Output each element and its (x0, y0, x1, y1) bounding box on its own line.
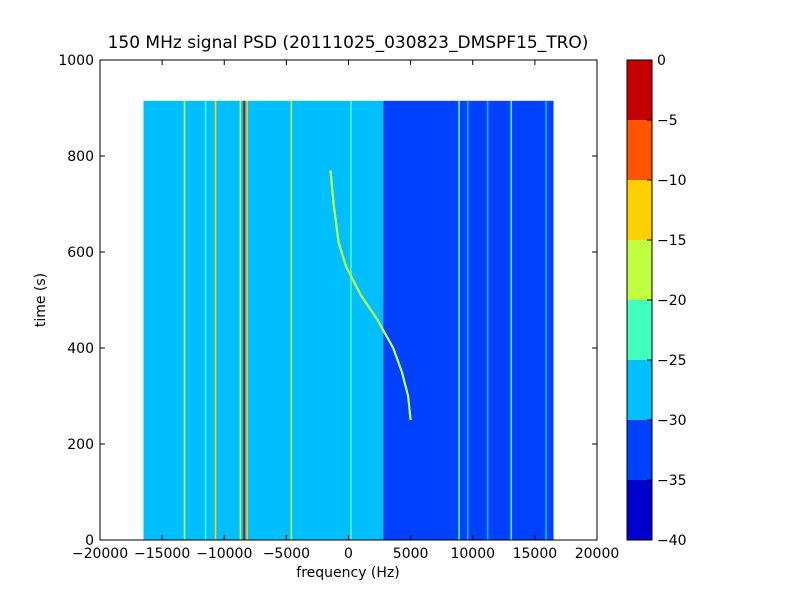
x-axis: −20000 −15000 −10000 −5000 0 5000 10000 15000 20… (72, 60, 619, 562)
colorbar: −40 −35 −30 −25 −20 −15 −10 −5 0 (626, 53, 687, 549)
doppler-trace (329, 170, 412, 421)
x-tick-label: −10000 (196, 546, 252, 562)
colorbar-segment (627, 420, 652, 480)
y-axis-label: time (s) (33, 273, 49, 327)
y-tick-label: 400 (67, 341, 94, 357)
heatmap-layer (143, 100, 554, 541)
y-tick-label: 0 (85, 533, 94, 549)
x-tick-label: 10000 (450, 546, 495, 562)
x-tick-label: 5000 (393, 546, 429, 562)
x-tick-label: 0 (344, 546, 353, 562)
y-tick-label: 800 (67, 149, 94, 165)
colorbar-segment (627, 240, 652, 300)
plot-area: −20000 −15000 −10000 −5000 0 5000 10000 15000 20… (58, 53, 619, 562)
x-tick-label: 20000 (575, 546, 620, 562)
colorbar-tick-label: −30 (657, 413, 687, 429)
y-axis: 0 200 400 600 800 1000 (58, 53, 597, 549)
y-tick-label: 1000 (58, 53, 94, 69)
x-tick-label: 15000 (513, 546, 558, 562)
x-tick-label: −5000 (263, 546, 310, 562)
heatmap-region (432, 100, 554, 541)
colorbar-segment (627, 300, 652, 360)
colorbar-tick-label: −10 (657, 173, 687, 189)
heatmap-region (143, 100, 384, 541)
colorbar-segment (627, 180, 652, 240)
colorbar-tick-label: −15 (657, 233, 687, 249)
colorbar-tick-label: −40 (657, 533, 687, 549)
colorbar-segment (627, 60, 652, 120)
y-tick-label: 200 (67, 437, 94, 453)
colorbar-segment (627, 360, 652, 420)
colorbar-segment (627, 480, 652, 540)
colorbar-tick-label: −20 (657, 293, 687, 309)
heatmap-region (383, 100, 433, 541)
x-tick-label: −20000 (72, 546, 128, 562)
colorbar-segment (627, 120, 652, 180)
x-axis-label: frequency (Hz) (296, 565, 399, 581)
x-tick-label: −15000 (134, 546, 190, 562)
chart-title: 150 MHz signal PSD (20111025_030823_DMSP… (108, 33, 589, 53)
colorbar-tick-label: 0 (657, 53, 666, 69)
colorbar-tick-label: −25 (657, 353, 687, 369)
y-tick-label: 600 (67, 245, 94, 261)
colorbar-tick-label: −5 (657, 113, 678, 129)
colorbar-tick-label: −35 (657, 473, 687, 489)
